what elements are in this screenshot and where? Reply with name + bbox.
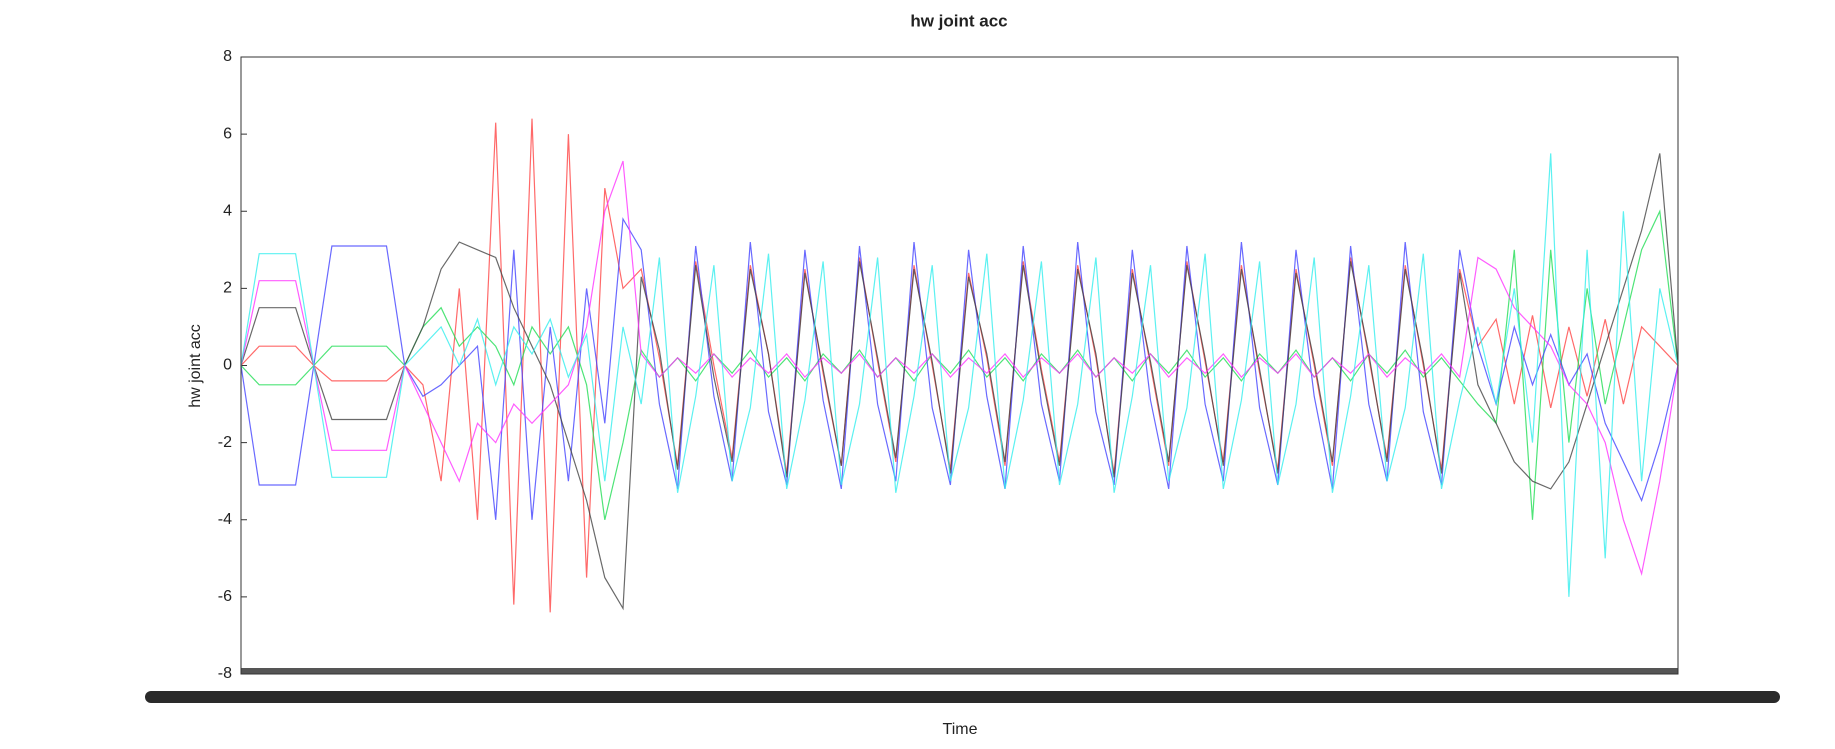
y-tick-label: 2 <box>223 280 232 297</box>
y-tick-label: 4 <box>223 202 232 219</box>
y-tick-label: 0 <box>223 357 232 374</box>
chart-title: hw joint acc <box>910 11 1007 30</box>
x-axis-label: Time <box>943 721 978 738</box>
y-tick-label: -2 <box>218 434 232 451</box>
y-tick-label: 6 <box>223 125 232 142</box>
y-tick-label: -6 <box>218 588 232 605</box>
series-line <box>240 153 1679 597</box>
y-tick-label: -4 <box>218 511 232 528</box>
series-line <box>240 160 1679 577</box>
series-line <box>240 153 1679 611</box>
y-tick-label: 8 <box>223 48 232 65</box>
x-tick-label-overlap <box>145 691 1780 703</box>
y-tick-label: -8 <box>218 665 232 682</box>
x-tick-strip <box>241 668 1678 674</box>
plot-frame <box>240 56 1679 675</box>
y-axis-label: hw joint acc <box>187 324 204 408</box>
